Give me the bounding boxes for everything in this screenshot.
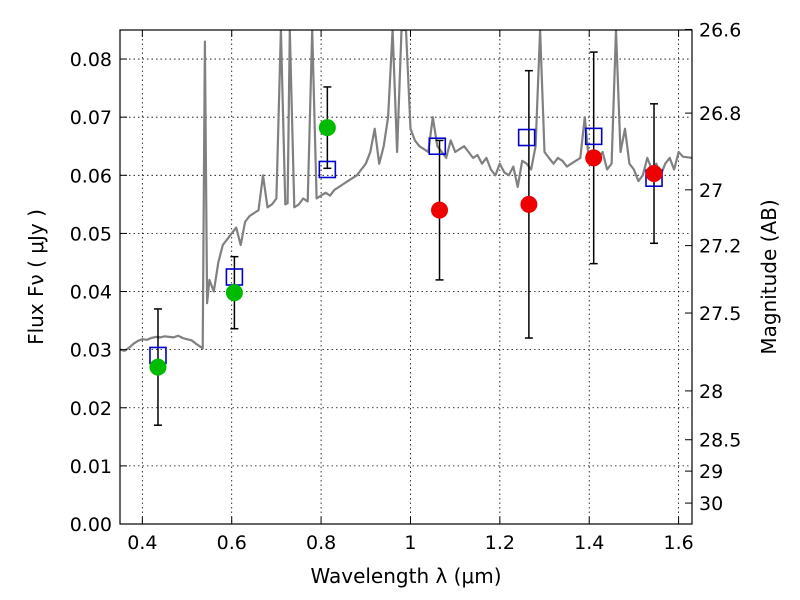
observed-flux-circles — [149, 119, 663, 376]
y2-tick-label: 28.5 — [699, 430, 741, 452]
y2-tick-label: 26.6 — [699, 19, 741, 41]
observed-point — [520, 195, 538, 213]
x-tick-label: 0.6 — [217, 532, 247, 554]
y-tick-label: 0.07 — [70, 107, 112, 129]
y-axis-ticks: 0.00 0.01 0.02 0.03 0.04 0.05 0.06 0.07 0.08 — [70, 49, 127, 536]
y-tick-label: 0.05 — [70, 223, 112, 245]
model-square — [584, 127, 603, 146]
x-tick-label: 1.4 — [574, 532, 604, 554]
x-axis-ticks: 0.4 0.6 0.8 1 1.2 1.4 1.6 — [127, 30, 694, 554]
model-square — [517, 128, 536, 147]
plot-frame — [119, 29, 693, 525]
model-spectrum — [120, 30, 692, 352]
model-square — [428, 137, 447, 156]
model-flux-squares — [149, 127, 663, 365]
y-tick-label: 0.04 — [70, 282, 112, 304]
x-tick-label: 0.8 — [306, 532, 336, 554]
error-bars — [153, 51, 659, 426]
y2-tick-label: 27.2 — [699, 236, 741, 258]
y-tick-label: 0.03 — [70, 340, 112, 362]
x-tick-label: 1.6 — [663, 532, 693, 554]
observed-point — [318, 119, 336, 137]
x-axis-title: Wavelength λ (μm) — [310, 564, 501, 588]
observed-point — [431, 201, 449, 219]
y-tick-label: 0.01 — [70, 456, 112, 478]
observed-point — [225, 284, 243, 302]
x-tick-label: 1.2 — [485, 532, 515, 554]
y2-tick-label: 26.8 — [699, 103, 741, 125]
y2-tick-label: 30 — [699, 493, 723, 515]
observed-point — [149, 358, 167, 376]
y-tick-label: 0.00 — [70, 514, 112, 536]
y2-tick-label: 28 — [699, 381, 723, 403]
observed-point — [645, 165, 663, 183]
y2-tick-label: 27.5 — [699, 303, 741, 325]
y-tick-label: 0.02 — [70, 398, 112, 420]
observed-point — [585, 149, 603, 167]
y2-axis-title: Magnitude (AB) — [757, 199, 781, 354]
y-tick-label: 0.08 — [70, 49, 112, 71]
model-square — [318, 160, 337, 179]
y2-axis-ticks: 26.6 26.8 27 27.2 27.5 28 28.5 29 30 — [685, 19, 741, 515]
x-tick-label: 1 — [404, 532, 416, 554]
x-tick-label: 0.4 — [127, 532, 157, 554]
y-axis-title: Flux Fν ( μJy ) — [24, 209, 48, 345]
y2-tick-label: 29 — [699, 461, 723, 483]
y2-tick-label: 27 — [699, 180, 723, 202]
y-tick-label: 0.06 — [70, 165, 112, 187]
spectrum-line — [120, 30, 692, 352]
